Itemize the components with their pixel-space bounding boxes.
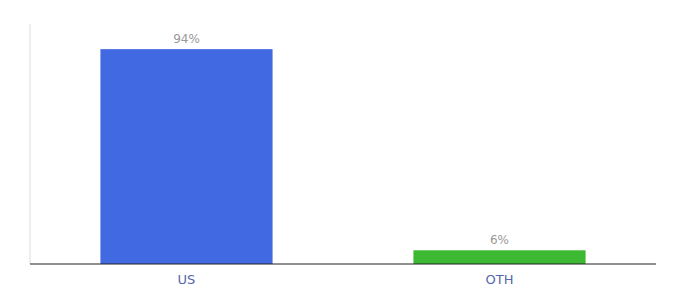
data-label: 94% bbox=[173, 32, 200, 46]
chart-container: 94% 6% US OTH bbox=[0, 0, 680, 300]
bar bbox=[413, 250, 585, 264]
y-axis-line bbox=[30, 24, 31, 264]
x-tick-label: OTH bbox=[486, 272, 514, 287]
bars bbox=[100, 49, 585, 264]
axes: US OTH bbox=[30, 24, 656, 287]
data-label: 6% bbox=[490, 233, 509, 247]
bar bbox=[100, 49, 272, 264]
x-tick-label: US bbox=[178, 272, 196, 287]
x-axis-line bbox=[30, 263, 656, 264]
data-labels: 94% 6% bbox=[173, 32, 509, 247]
chart-svg: 94% 6% US OTH bbox=[0, 0, 680, 300]
